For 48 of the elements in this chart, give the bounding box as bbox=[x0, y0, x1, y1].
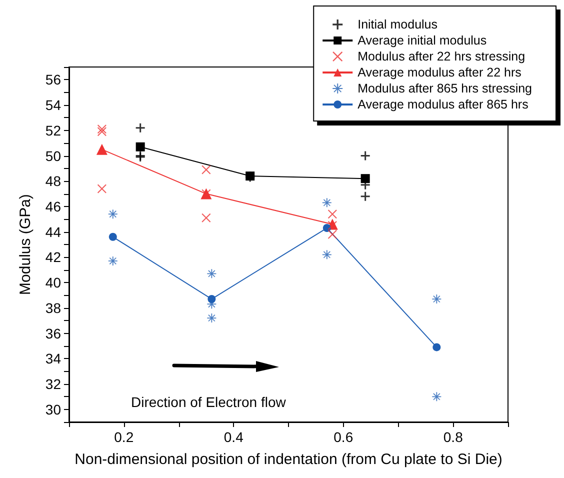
legend-label: Average modulus after 22 hrs bbox=[358, 66, 522, 80]
x-tick-label: 0.6 bbox=[334, 429, 354, 445]
annotation: Direction of Electron flow bbox=[131, 394, 287, 410]
point bbox=[328, 210, 337, 219]
point bbox=[108, 210, 118, 219]
y-tick-label: 40 bbox=[45, 274, 62, 291]
point bbox=[360, 192, 370, 201]
point bbox=[97, 184, 106, 194]
point bbox=[360, 174, 370, 184]
point bbox=[328, 230, 337, 239]
point bbox=[136, 142, 145, 152]
point bbox=[202, 213, 211, 222]
y-tick-label: 56 bbox=[45, 72, 62, 88]
legend-label: Average initial modulus bbox=[358, 34, 487, 48]
y-tick-label: 44 bbox=[45, 224, 62, 240]
point bbox=[202, 165, 211, 174]
y-tick-label: 52 bbox=[45, 122, 62, 138]
y-axis-title: Modulus (GPa) bbox=[17, 194, 34, 295]
point bbox=[108, 256, 118, 266]
legend-label: Modulus after 865 hrs stressing bbox=[358, 82, 532, 96]
x-tick-label: 0.8 bbox=[443, 429, 464, 445]
point bbox=[136, 123, 145, 132]
point bbox=[432, 392, 442, 402]
y-tick-label: 48 bbox=[45, 173, 62, 190]
point bbox=[207, 269, 216, 278]
point bbox=[432, 343, 441, 352]
legend-label: Average modulus after 865 hrs bbox=[358, 98, 528, 112]
x-tick-label: 0.4 bbox=[224, 429, 244, 445]
x-tick-label: 0.2 bbox=[114, 429, 134, 445]
point bbox=[97, 127, 106, 136]
y-tick-label: 34 bbox=[45, 350, 62, 367]
y-tick-label: 42 bbox=[45, 249, 62, 266]
y-tick-label: 54 bbox=[45, 97, 62, 114]
point bbox=[322, 198, 332, 208]
point bbox=[108, 232, 117, 241]
point bbox=[207, 314, 216, 323]
point bbox=[432, 294, 442, 304]
y-tick-label: 32 bbox=[45, 376, 62, 392]
point bbox=[360, 151, 370, 160]
y-tick-label: 38 bbox=[45, 300, 62, 316]
y-tick-label: 30 bbox=[45, 401, 62, 418]
point bbox=[322, 250, 332, 260]
y-tick-label: 36 bbox=[45, 325, 62, 342]
x-axis-title: Non-dimensional position of indentation (from Cu plate to Si Die) bbox=[74, 451, 502, 468]
legend-label: Modulus after 22 hrs stressing bbox=[358, 50, 526, 64]
y-tick-label: 50 bbox=[45, 148, 62, 164]
legend-label: Initial modulus bbox=[358, 18, 438, 32]
y-tick-label: 46 bbox=[45, 198, 62, 214]
